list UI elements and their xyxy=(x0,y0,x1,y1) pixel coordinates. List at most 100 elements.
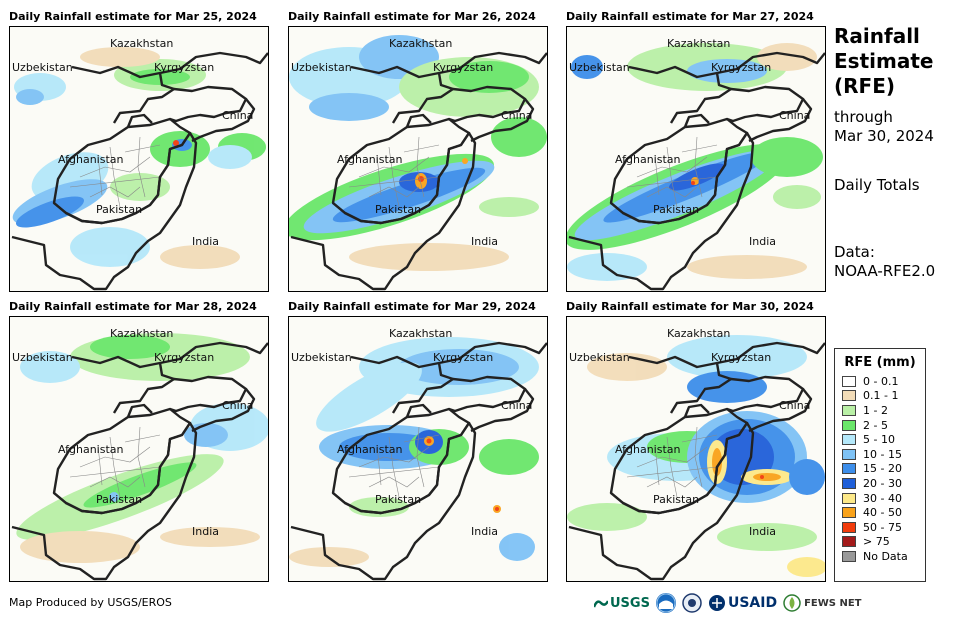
logo-strip: USGS USAID FEWS NET xyxy=(594,590,861,616)
legend-label: 20 - 30 xyxy=(863,476,902,490)
legend-item: 10 - 15 xyxy=(835,447,925,462)
legend-label: 2 - 5 xyxy=(863,418,888,432)
legend-label: 50 - 75 xyxy=(863,520,902,534)
label-uzbekistan: Uzbekistan xyxy=(291,351,352,364)
legend-swatch xyxy=(842,419,856,431)
title-line-1: Rainfall xyxy=(834,24,920,48)
label-india: India xyxy=(471,525,498,538)
seal-icon xyxy=(682,593,702,613)
label-pakistan: Pakistan xyxy=(653,493,699,506)
label-china: China xyxy=(222,399,253,412)
legend-item: 5 - 10 xyxy=(835,432,925,447)
label-india: India xyxy=(192,525,219,538)
legend-label: 30 - 40 xyxy=(863,491,902,505)
legend-item: 2 - 5 xyxy=(835,418,925,433)
label-kyrgyzstan: Kyrgyzstan xyxy=(154,61,214,74)
label-afghanistan: Afghanistan xyxy=(337,153,403,166)
legend-label: 10 - 15 xyxy=(863,447,902,461)
label-kyrgyzstan: Kyrgyzstan xyxy=(433,61,493,74)
label-india: India xyxy=(192,235,219,248)
label-uzbekistan: Uzbekistan xyxy=(12,351,73,364)
data-label: Data: xyxy=(834,243,875,261)
label-kazakhstan: Kazakhstan xyxy=(389,37,452,50)
label-pakistan: Pakistan xyxy=(96,493,142,506)
legend-title: RFE (mm) xyxy=(844,355,916,370)
label-uzbekistan: Uzbekistan xyxy=(12,61,73,74)
label-afghanistan: Afghanistan xyxy=(337,443,403,456)
legend-swatch xyxy=(842,477,856,489)
panel-title-2: Daily Rainfall estimate for Mar 26, 2024 xyxy=(288,10,536,23)
through-date: Mar 30, 2024 xyxy=(834,127,934,145)
legend-item: No Data xyxy=(835,549,925,564)
legend-item: 40 - 50 xyxy=(835,505,925,520)
map-credit: Map Produced by USGS/EROS xyxy=(9,596,172,609)
label-kazakhstan: Kazakhstan xyxy=(667,37,730,50)
legend-label: 1 - 2 xyxy=(863,403,888,417)
legend-swatch xyxy=(842,404,856,416)
label-afghanistan: Afghanistan xyxy=(615,443,681,456)
legend-item: 20 - 30 xyxy=(835,476,925,491)
legend-item: 0 - 0.1 xyxy=(835,374,925,389)
rainfall-map-mar25: Kazakhstan Uzbekistan Kyrgyzstan China A… xyxy=(9,26,269,292)
panel-title-6: Daily Rainfall estimate for Mar 30, 2024 xyxy=(566,300,814,313)
label-uzbekistan: Uzbekistan xyxy=(569,351,630,364)
label-pakistan: Pakistan xyxy=(375,203,421,216)
label-india: India xyxy=(749,525,776,538)
panel-title-4: Daily Rainfall estimate for Mar 28, 2024 xyxy=(9,300,257,313)
legend-label: 0.1 - 1 xyxy=(863,389,899,403)
rainfall-map-mar26: Kazakhstan Uzbekistan Kyrgyzstan China A… xyxy=(288,26,548,292)
rainfall-map-mar29: Kazakhstan Uzbekistan Kyrgyzstan China A… xyxy=(288,316,548,582)
title-line-2: Estimate xyxy=(834,49,934,73)
fewsnet-logo: FEWS NET xyxy=(783,594,861,612)
label-china: China xyxy=(779,399,810,412)
panel-title-1: Daily Rainfall estimate for Mar 25, 2024 xyxy=(9,10,257,23)
data-source: NOAA-RFE2.0 xyxy=(834,262,936,280)
legend-label: No Data xyxy=(863,549,908,563)
label-kyrgyzstan: Kyrgyzstan xyxy=(711,61,771,74)
label-pakistan: Pakistan xyxy=(96,203,142,216)
legend-item: 30 - 40 xyxy=(835,491,925,506)
legend-label: 15 - 20 xyxy=(863,462,902,476)
label-china: China xyxy=(501,399,532,412)
label-uzbekistan: Uzbekistan xyxy=(569,61,630,74)
legend-item: 0.1 - 1 xyxy=(835,389,925,404)
legend-swatch xyxy=(842,536,856,548)
legend-label: 0 - 0.1 xyxy=(863,374,899,388)
label-kyrgyzstan: Kyrgyzstan xyxy=(154,351,214,364)
label-afghanistan: Afghanistan xyxy=(615,153,681,166)
label-kyrgyzstan: Kyrgyzstan xyxy=(433,351,493,364)
usgs-logo: USGS xyxy=(594,596,650,611)
label-pakistan: Pakistan xyxy=(653,203,699,216)
label-kazakhstan: Kazakhstan xyxy=(110,327,173,340)
usaid-text: USAID xyxy=(727,595,778,611)
legend-swatch xyxy=(842,375,856,387)
legend-swatch xyxy=(842,521,856,533)
legend-swatch xyxy=(842,507,856,519)
label-china: China xyxy=(222,109,253,122)
label-kazakhstan: Kazakhstan xyxy=(667,327,730,340)
label-uzbekistan: Uzbekistan xyxy=(291,61,352,74)
legend-item: > 75 xyxy=(835,535,925,550)
noaa-logo xyxy=(655,593,676,613)
legend-item: 1 - 2 xyxy=(835,403,925,418)
label-china: China xyxy=(501,109,532,122)
totals-label: Daily Totals xyxy=(834,176,920,194)
title-line-3: (RFE) xyxy=(834,74,896,98)
usgs-text: USGS xyxy=(610,595,650,611)
panel-title-3: Daily Rainfall estimate for Mar 27, 2024 xyxy=(566,10,814,23)
label-kazakhstan: Kazakhstan xyxy=(389,327,452,340)
rainfall-map-mar27: Kazakhstan Uzbekistan Kyrgyzstan China A… xyxy=(566,26,826,292)
legend-swatch xyxy=(842,448,856,460)
rainfall-map-mar28: Kazakhstan Uzbekistan Kyrgyzstan China A… xyxy=(9,316,269,582)
label-afghanistan: Afghanistan xyxy=(58,443,124,456)
label-kazakhstan: Kazakhstan xyxy=(110,37,173,50)
legend-swatch xyxy=(842,390,856,402)
legend-item: 15 - 20 xyxy=(835,462,925,477)
legend-swatch xyxy=(842,434,856,446)
label-pakistan: Pakistan xyxy=(375,493,421,506)
legend-label: > 75 xyxy=(863,535,890,549)
legend-swatch xyxy=(842,492,856,504)
label-kyrgyzstan: Kyrgyzstan xyxy=(711,351,771,364)
legend-label: 5 - 10 xyxy=(863,433,895,447)
